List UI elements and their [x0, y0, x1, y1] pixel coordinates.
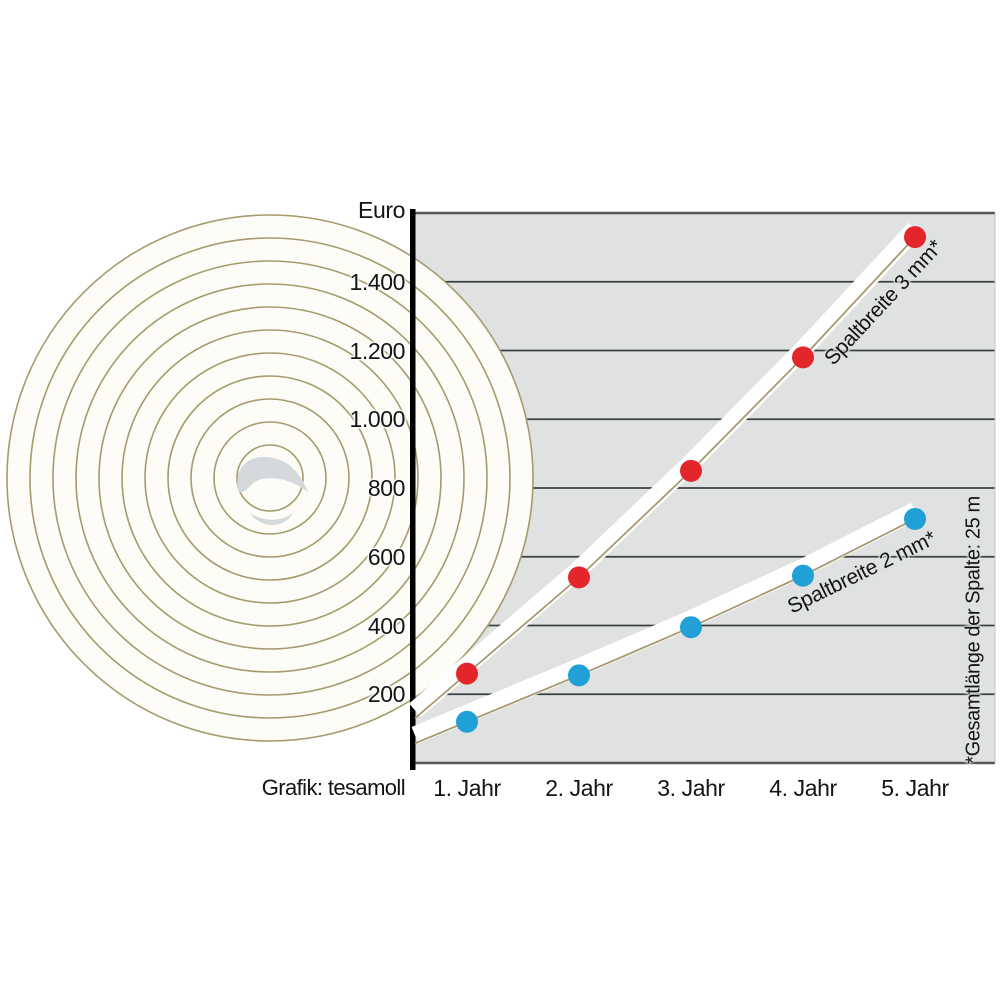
x-tick-label: 1. Jahr	[433, 775, 501, 801]
data-point	[680, 616, 702, 639]
tape-roll-ring	[75, 283, 465, 673]
data-point	[568, 566, 590, 589]
y-tick-label: 200	[367, 681, 406, 708]
tape-roll-ring	[52, 260, 488, 696]
x-tick-label: 4. Jahr	[769, 775, 837, 801]
data-point	[904, 507, 926, 530]
trend-line-0	[414, 236, 916, 719]
footnote: *Gesamtlänge der Spalte: 25 m	[962, 496, 985, 764]
tape-roll-ring	[121, 329, 419, 627]
x-tick-label: 3. Jahr	[657, 775, 725, 801]
data-point	[904, 226, 926, 249]
y-tick-label: 1.200	[349, 337, 405, 364]
tape-roll-ring	[29, 237, 511, 719]
x-tick-label: 5. Jahr	[881, 775, 949, 801]
x-tick-label: 2. Jahr	[545, 775, 613, 801]
y-tick-label: 400	[367, 612, 406, 639]
data-point	[568, 664, 590, 687]
tape-roll-ring	[236, 444, 304, 512]
tape-roll-ring	[144, 352, 396, 604]
data-point	[456, 710, 478, 733]
y-tick-label: 1.000	[349, 406, 405, 433]
tape-roll-ring	[98, 306, 442, 650]
data-point	[456, 662, 478, 685]
credit: Grafik: tesamoll	[261, 775, 406, 800]
y-axis-unit-label: Euro	[358, 197, 405, 223]
y-tick-label: 800	[367, 475, 406, 501]
y-tick-label: 600	[367, 543, 406, 570]
tape-end-curl	[237, 456, 308, 493]
y-axis-line	[410, 209, 416, 770]
data-point	[792, 346, 814, 369]
data-point	[792, 564, 814, 587]
y-tick-label: 1.400	[349, 268, 405, 295]
tape-roll-ring	[190, 398, 350, 558]
data-point	[680, 459, 702, 482]
tape-roll-ring	[167, 375, 373, 581]
tape-roll-ring	[213, 421, 327, 535]
tape-end-curl-shadow	[250, 513, 293, 525]
